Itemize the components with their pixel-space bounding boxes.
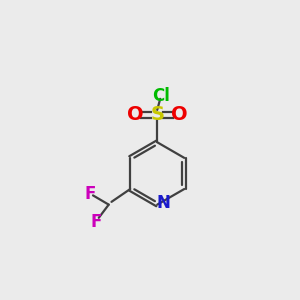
Text: S: S — [150, 105, 164, 124]
Text: F: F — [85, 184, 96, 202]
Text: O: O — [171, 105, 188, 124]
Text: Cl: Cl — [152, 87, 170, 105]
Text: O: O — [127, 105, 144, 124]
Text: F: F — [91, 213, 102, 231]
Text: N: N — [156, 194, 170, 212]
